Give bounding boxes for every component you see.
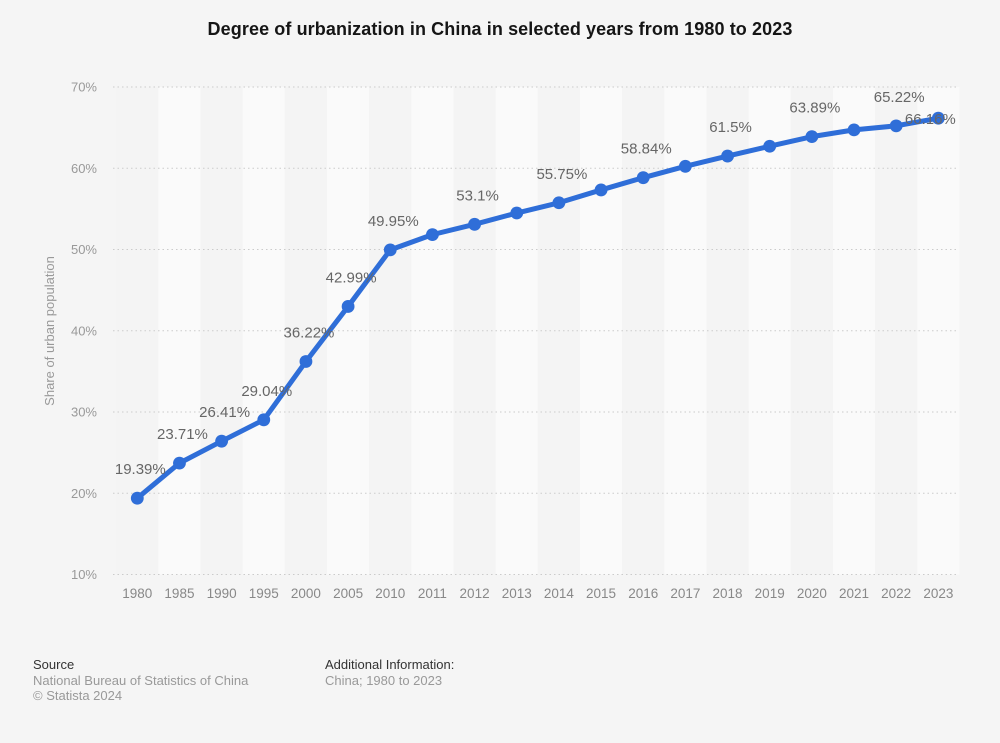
trend-line bbox=[134, 115, 941, 501]
source-label: Source bbox=[33, 657, 75, 672]
plot-band bbox=[579, 87, 623, 575]
y-tick-label: 20% bbox=[71, 486, 97, 501]
data-point[interactable] bbox=[426, 228, 439, 242]
data-point[interactable] bbox=[594, 183, 608, 197]
data-point[interactable] bbox=[678, 159, 692, 173]
x-tick-label: 2011 bbox=[418, 586, 447, 601]
x-tick-label: 2014 bbox=[544, 586, 575, 601]
data-point-label: 53.1% bbox=[456, 187, 499, 204]
data-point-label: 61.5% bbox=[709, 119, 752, 136]
data-point-label: 55.75% bbox=[536, 166, 587, 183]
x-tick-label: 2017 bbox=[670, 586, 700, 601]
additional-info-value: China; 1980 to 2023 bbox=[325, 672, 443, 688]
data-point-label: 23.71% bbox=[157, 426, 208, 443]
x-tick-label: 2016 bbox=[628, 586, 658, 601]
plot-band bbox=[495, 87, 538, 575]
data-point[interactable] bbox=[721, 149, 734, 163]
x-tick-label: 2013 bbox=[502, 586, 532, 601]
plot-band bbox=[706, 87, 749, 575]
data-point[interactable] bbox=[889, 119, 903, 133]
x-tick-label: 2005 bbox=[333, 586, 363, 601]
y-axis-title: Share of urban population bbox=[42, 256, 57, 406]
plot-band bbox=[622, 87, 665, 575]
data-point-label: 29.04% bbox=[241, 383, 292, 400]
x-tick-label: 2010 bbox=[375, 586, 405, 601]
x-tick-label: 1990 bbox=[207, 586, 237, 601]
plot-band bbox=[369, 87, 412, 575]
x-tick-label: 1980 bbox=[122, 586, 152, 601]
source-name: National Bureau of Statistics of China bbox=[33, 672, 249, 688]
plot-band bbox=[242, 87, 285, 575]
data-point-label: 66.16% bbox=[905, 111, 956, 128]
data-point[interactable] bbox=[173, 456, 186, 470]
data-point[interactable] bbox=[215, 434, 229, 448]
data-point[interactable] bbox=[763, 139, 777, 153]
x-tick-label: 1995 bbox=[249, 586, 279, 601]
data-point[interactable] bbox=[510, 206, 524, 220]
data-point[interactable] bbox=[636, 171, 650, 185]
additional-info-block: Additional Information: China; 1980 to 2… bbox=[325, 657, 454, 688]
plot-band bbox=[284, 87, 328, 575]
y-tick-label: 60% bbox=[71, 161, 97, 176]
data-point-label: 42.99% bbox=[326, 269, 377, 286]
data-point-label: 26.41% bbox=[199, 404, 250, 421]
x-tick-label: 2019 bbox=[755, 586, 785, 601]
y-tick-label: 30% bbox=[71, 405, 97, 420]
data-point[interactable] bbox=[383, 243, 397, 257]
source-block: Source National Bureau of Statistics of … bbox=[33, 657, 248, 704]
x-tick-label: 2018 bbox=[713, 586, 743, 601]
data-point-label: 36.22% bbox=[284, 324, 335, 341]
x-tick-label: 2022 bbox=[881, 586, 911, 601]
x-tick-label: 2015 bbox=[586, 586, 616, 601]
additional-info-label: Additional Information: bbox=[325, 657, 455, 672]
x-tick-label: 1985 bbox=[164, 586, 194, 601]
y-tick-label: 10% bbox=[71, 567, 97, 582]
data-point[interactable] bbox=[931, 111, 945, 125]
x-tick-label: 2020 bbox=[797, 586, 827, 601]
data-point[interactable] bbox=[805, 130, 819, 144]
data-point-label: 63.89% bbox=[789, 100, 840, 117]
y-tick-label: 70% bbox=[71, 80, 97, 95]
data-point[interactable] bbox=[130, 491, 144, 505]
data-point-label: 58.84% bbox=[621, 141, 672, 158]
data-point[interactable] bbox=[341, 300, 355, 313]
x-tick-label: 2023 bbox=[923, 586, 953, 601]
copyright-notice: © Statista 2024 bbox=[33, 688, 123, 703]
plot-band bbox=[832, 87, 876, 575]
data-point[interactable] bbox=[847, 123, 861, 137]
data-point[interactable] bbox=[468, 217, 481, 231]
data-point-label: 19.39% bbox=[115, 461, 166, 478]
plot-band bbox=[158, 87, 201, 575]
x-tick-label: 2000 bbox=[291, 586, 321, 601]
chart-title: Degree of urbanization in China in selec… bbox=[207, 19, 793, 39]
data-point[interactable] bbox=[257, 413, 271, 427]
y-tick-label: 40% bbox=[71, 323, 97, 338]
x-tick-label: 2012 bbox=[460, 586, 490, 601]
data-point[interactable] bbox=[299, 355, 313, 368]
data-point-label: 65.22% bbox=[874, 89, 925, 106]
data-point-label: 49.95% bbox=[368, 213, 419, 230]
y-tick-label: 50% bbox=[71, 242, 97, 257]
data-point[interactable] bbox=[552, 196, 566, 210]
urbanization-line-chart: 70% 60% 50% 40% 30% 20% 10% Share of urban popu… bbox=[42, 80, 960, 601]
x-tick-label: 2021 bbox=[839, 586, 869, 601]
